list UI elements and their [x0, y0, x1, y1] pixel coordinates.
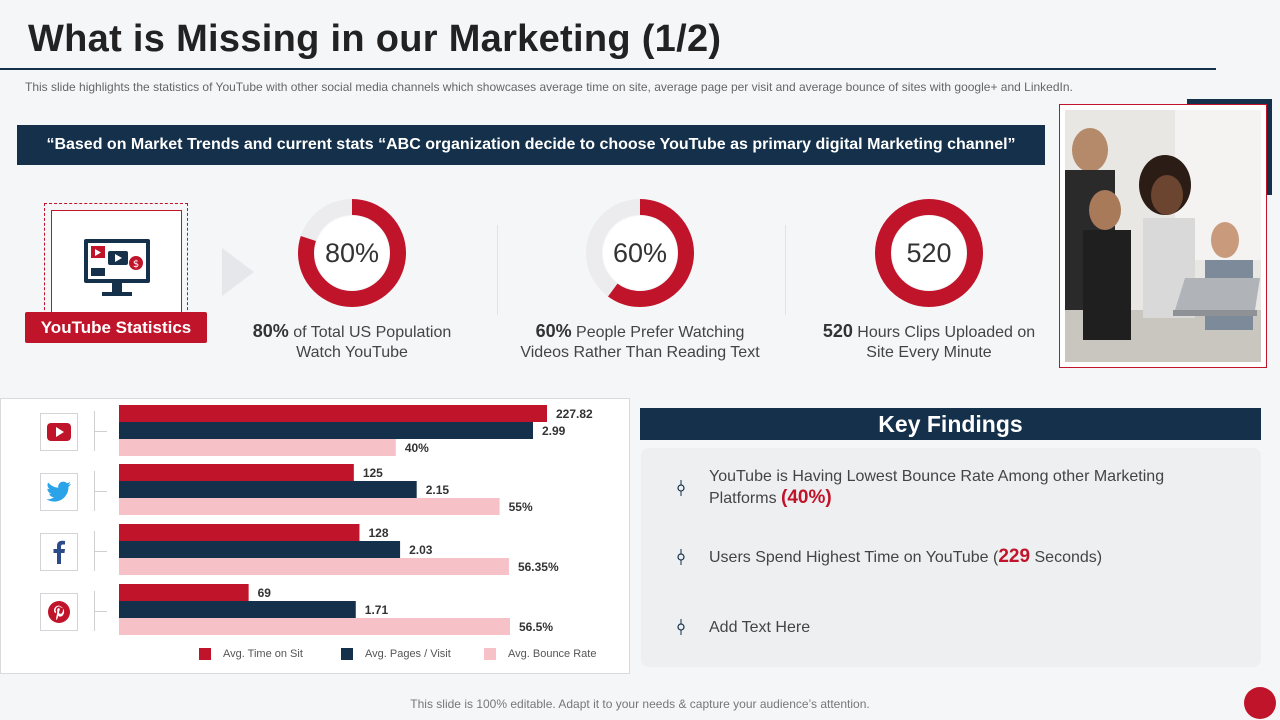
- stat-divider: [497, 225, 498, 315]
- progress-ring-arc: [875, 199, 983, 307]
- category-bracket: [94, 591, 108, 631]
- stat-card: 520 520 Hours Clips Uploaded on Site Ever…: [799, 198, 1059, 363]
- bar-twitter-0: [119, 464, 354, 481]
- finding-item: YouTube is Having Lowest Bounce Rate Amo…: [709, 468, 1165, 508]
- stat-card: 60% 60% People Prefer Watching Videos Rat…: [510, 198, 770, 363]
- page-title: What is Missing in our Marketing (1/2): [28, 18, 722, 60]
- stat-caption: 60% People Prefer Watching Videos Rather …: [520, 321, 760, 361]
- category-bracket: [94, 411, 108, 451]
- progress-ring-value: 520: [906, 237, 952, 268]
- stat-divider: [785, 225, 786, 315]
- legend-item: Avg. Time on Sit: [199, 648, 303, 660]
- progress-ring-arc: [298, 199, 406, 307]
- key-findings-title: Key Findings: [640, 408, 1261, 440]
- finding-item: Users Spend Highest Time on YouTube (229…: [709, 546, 1103, 567]
- bar-label: 2.99: [542, 424, 566, 438]
- category-bracket: [94, 531, 108, 571]
- progress-ring: 80%: [297, 198, 407, 308]
- bar-youtube-0: [119, 405, 547, 422]
- bar-label: 227.82: [556, 407, 593, 421]
- bar-chart: 227.82 2.99 40% 125 2.15 55% 128 2.03 56.35% 69 1.…: [119, 405, 593, 635]
- bar-label: 2.15: [426, 483, 450, 497]
- bar-label: 128: [368, 526, 388, 540]
- bar-label: 56.5%: [519, 620, 553, 634]
- legend-item: Avg. Pages / Visit: [341, 648, 451, 660]
- bar-youtube-2: [119, 439, 396, 456]
- facebook-icon: [40, 533, 78, 571]
- bar-pinterest-2: [119, 618, 510, 635]
- title-divider: [0, 68, 1216, 70]
- category-bracket: [94, 471, 108, 511]
- bar-label: 69: [258, 586, 272, 600]
- legend-swatch: [341, 648, 353, 660]
- bar-youtube-1: [119, 422, 533, 439]
- pinterest-icon: [40, 593, 78, 631]
- bar-twitter-2: [119, 498, 500, 515]
- video-monitor-icon: $: [84, 239, 150, 296]
- bar-pinterest-0: [119, 584, 249, 601]
- bar-label: 125: [363, 466, 383, 480]
- bullet-marker-icon: [677, 480, 685, 496]
- bar-pinterest-1: [119, 601, 356, 618]
- bullet-marker-icon: [677, 619, 685, 635]
- progress-ring-value: 60%: [612, 237, 668, 268]
- progress-ring: 60%: [585, 198, 695, 308]
- decorative-dot: [1244, 687, 1276, 719]
- bar-label: 2.03: [409, 543, 433, 557]
- legend-item: Avg. Bounce Rate: [484, 648, 596, 660]
- bar-label: 55%: [509, 500, 533, 514]
- arrow-shape: [222, 248, 254, 296]
- photo-accent-frame: [1187, 99, 1272, 195]
- bar-facebook-0: [119, 524, 360, 541]
- stat-caption: 80% of Total US Population Watch YouTube: [252, 321, 452, 361]
- legend-swatch: [199, 648, 211, 660]
- bar-facebook-1: [119, 541, 401, 558]
- bullet-marker-icon: [677, 549, 685, 565]
- progress-ring: 520: [874, 198, 984, 308]
- finding-item: Add Text Here: [709, 619, 811, 636]
- bar-label: 40%: [405, 441, 429, 455]
- progress-ring-value: 80%: [324, 237, 380, 268]
- slide-description: This slide highlights the statistics of …: [25, 80, 1073, 94]
- key-findings-panel: [641, 448, 1261, 667]
- legend-swatch: [484, 648, 496, 660]
- quote-banner: “Based on Market Trends and current stat…: [17, 125, 1045, 165]
- youtube-box: $: [51, 210, 182, 318]
- twitter-icon: [40, 473, 78, 511]
- stat-caption: 520 Hours Clips Uploaded on Site Every Mi…: [822, 321, 1036, 361]
- youtube-statistics-label: YouTube Statistics: [25, 312, 207, 343]
- bar-facebook-2: [119, 558, 509, 575]
- youtube-icon: [40, 413, 78, 451]
- bar-label: 1.71: [365, 603, 389, 617]
- svg-text:$: $: [133, 259, 139, 270]
- progress-ring-arc: [586, 199, 694, 307]
- bar-label: 56.35%: [518, 560, 559, 574]
- stat-card: 80% 80% of Total US Population Watch YouT…: [222, 198, 482, 363]
- bar-twitter-1: [119, 481, 417, 498]
- footer-note: This slide is 100% editable. Adapt it to…: [410, 697, 870, 711]
- team-photo: [1065, 110, 1261, 362]
